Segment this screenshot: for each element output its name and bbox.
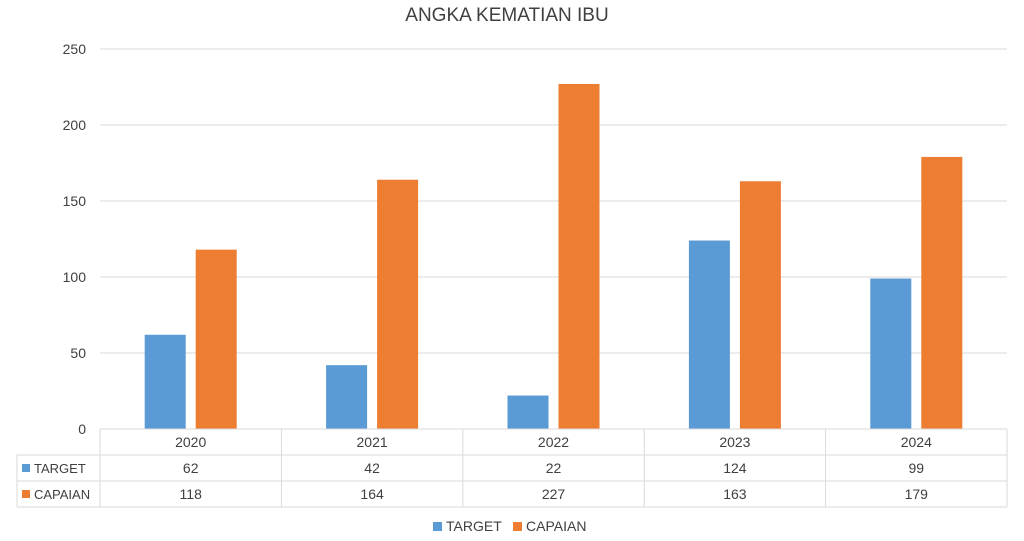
y-tick-label: 150 [63, 193, 87, 209]
x-category-label: 2024 [901, 434, 932, 450]
bar-target-2023 [688, 240, 730, 429]
data-label: 164 [360, 486, 384, 502]
table-series-name: TARGET [34, 461, 86, 476]
bar-target-2021 [326, 365, 368, 429]
table-legend-key [22, 464, 30, 472]
bar-target-2022 [507, 395, 549, 429]
data-label: 179 [905, 486, 929, 502]
data-label: 62 [183, 460, 199, 476]
data-label: 124 [723, 460, 747, 476]
x-category-label: 2023 [719, 434, 750, 450]
data-label: 163 [723, 486, 747, 502]
y-tick-label: 100 [63, 269, 87, 285]
x-category-label: 2022 [538, 434, 569, 450]
bars [144, 83, 963, 430]
chart-title: ANGKA KEMATIAN IBU [405, 5, 608, 26]
y-tick-label: 50 [70, 345, 86, 361]
bar-capaian-2021 [377, 179, 419, 429]
y-tick-label: 200 [63, 117, 87, 133]
x-category-label: 2020 [175, 434, 206, 450]
legend-key [433, 522, 442, 531]
legend-label: TARGET [446, 518, 502, 534]
y-tick-label: 250 [63, 41, 87, 57]
legend: TARGET CAPAIAN [433, 518, 586, 534]
table-series-name: CAPAIAN [34, 487, 90, 502]
data-table: 2020 2021 2022 2023 2024 TARGET 62 42 22 124 99 CAP… [16, 428, 1008, 508]
bar-target-2024 [870, 278, 912, 429]
legend-key [513, 522, 522, 531]
data-label: 22 [546, 460, 562, 476]
bar-capaian-2024 [921, 156, 963, 430]
x-category-label: 2021 [357, 434, 388, 450]
bar-target-2020 [144, 334, 186, 429]
bar-capaian-2022 [558, 83, 600, 430]
data-label: 118 [180, 486, 203, 502]
y-axis-ticks: 0 50 100 150 200 250 [63, 41, 87, 437]
data-label: 99 [909, 460, 925, 476]
table-legend-key [22, 490, 30, 498]
legend-label: CAPAIAN [526, 518, 586, 534]
data-label: 227 [542, 486, 566, 502]
y-tick-label: 0 [78, 421, 86, 437]
data-label: 42 [364, 460, 380, 476]
bar-capaian-2023 [739, 181, 781, 429]
bar-capaian-2020 [195, 249, 237, 429]
